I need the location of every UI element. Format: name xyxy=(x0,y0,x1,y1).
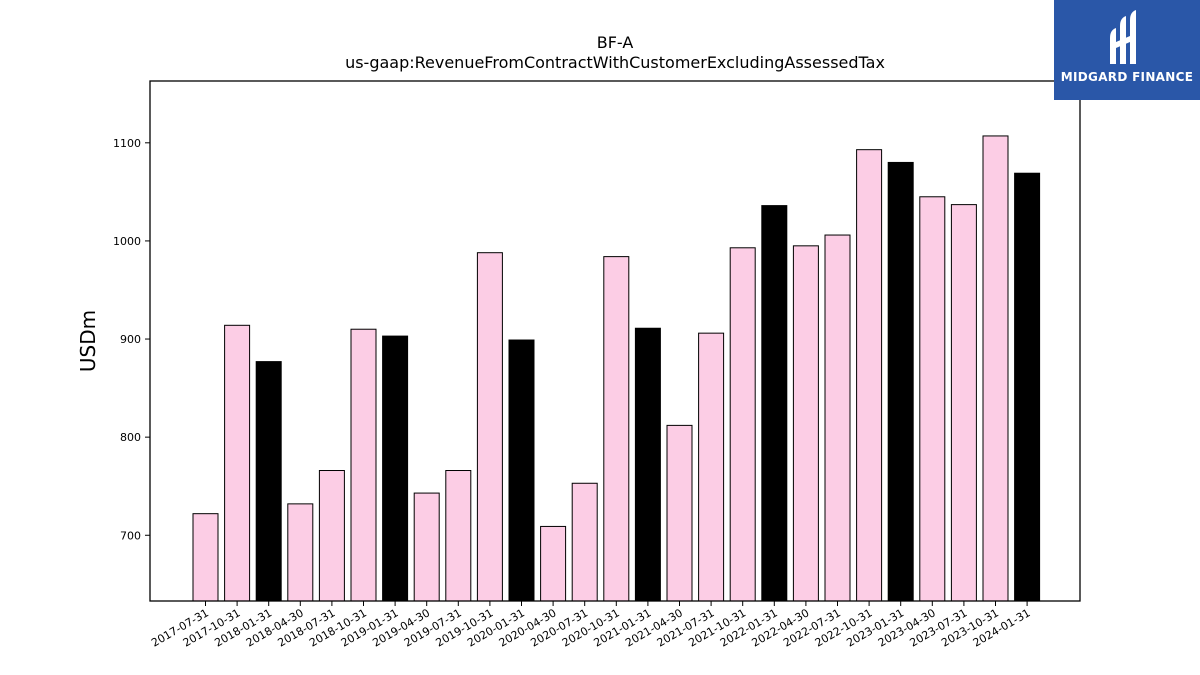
bar-2022-10-31 xyxy=(856,149,883,602)
y-tick-label: 700 xyxy=(120,529,141,542)
bar-2022-07-31 xyxy=(824,234,851,602)
y-tick-label: 1000 xyxy=(113,235,141,248)
bar-2021-04-30 xyxy=(666,424,693,602)
y-axis: 700 800 900 1000 1100 xyxy=(113,137,150,542)
plot-frame xyxy=(149,80,1081,602)
y-axis-label: USDm xyxy=(76,310,100,372)
chart-title: BF-A xyxy=(597,33,634,52)
bar-2019-01-31 xyxy=(382,335,409,602)
bar-2023-10-31 xyxy=(982,135,1009,602)
bar-2020-10-31 xyxy=(603,256,630,602)
bar-2019-04-30 xyxy=(413,492,440,602)
bar-2020-01-31 xyxy=(508,339,535,602)
bar-2019-10-31 xyxy=(476,252,503,602)
bar-2024-01-31 xyxy=(1014,172,1041,602)
bar-2022-04-30 xyxy=(792,245,819,602)
bar-2023-01-31 xyxy=(887,161,914,602)
x-axis: 2017-07-312017-10-312018-01-312018-04-30… xyxy=(149,601,1033,650)
bar-2017-10-31 xyxy=(224,324,251,602)
y-tick-label: 900 xyxy=(120,333,141,346)
bar-2023-07-31 xyxy=(950,204,977,602)
bar-2019-07-31 xyxy=(445,470,472,602)
bar-2023-04-30 xyxy=(919,196,946,602)
bar-2018-07-31 xyxy=(318,470,345,602)
logo-text: MIDGARD FINANCE xyxy=(1060,70,1194,84)
bar-2018-10-31 xyxy=(350,328,377,602)
bars-group xyxy=(192,135,1041,602)
bar-2021-10-31 xyxy=(729,247,756,602)
midgard-logo-icon xyxy=(1110,10,1136,64)
midgard-finance-logo: MIDGARD FINANCE xyxy=(1054,0,1200,100)
bar-2018-01-31 xyxy=(255,361,282,602)
bar-2017-07-31 xyxy=(192,513,219,602)
chart-subtitle: us-gaap:RevenueFromContractWithCustomerE… xyxy=(345,53,885,72)
bar-2021-07-31 xyxy=(698,332,725,602)
bar-2020-04-30 xyxy=(540,525,567,602)
bar-2021-01-31 xyxy=(634,327,661,602)
bar-2020-07-31 xyxy=(571,482,598,602)
y-tick-label: 800 xyxy=(120,431,141,444)
bar-2022-01-31 xyxy=(761,205,788,602)
bar-2018-04-30 xyxy=(287,503,314,602)
y-tick-label: 1100 xyxy=(113,137,141,150)
